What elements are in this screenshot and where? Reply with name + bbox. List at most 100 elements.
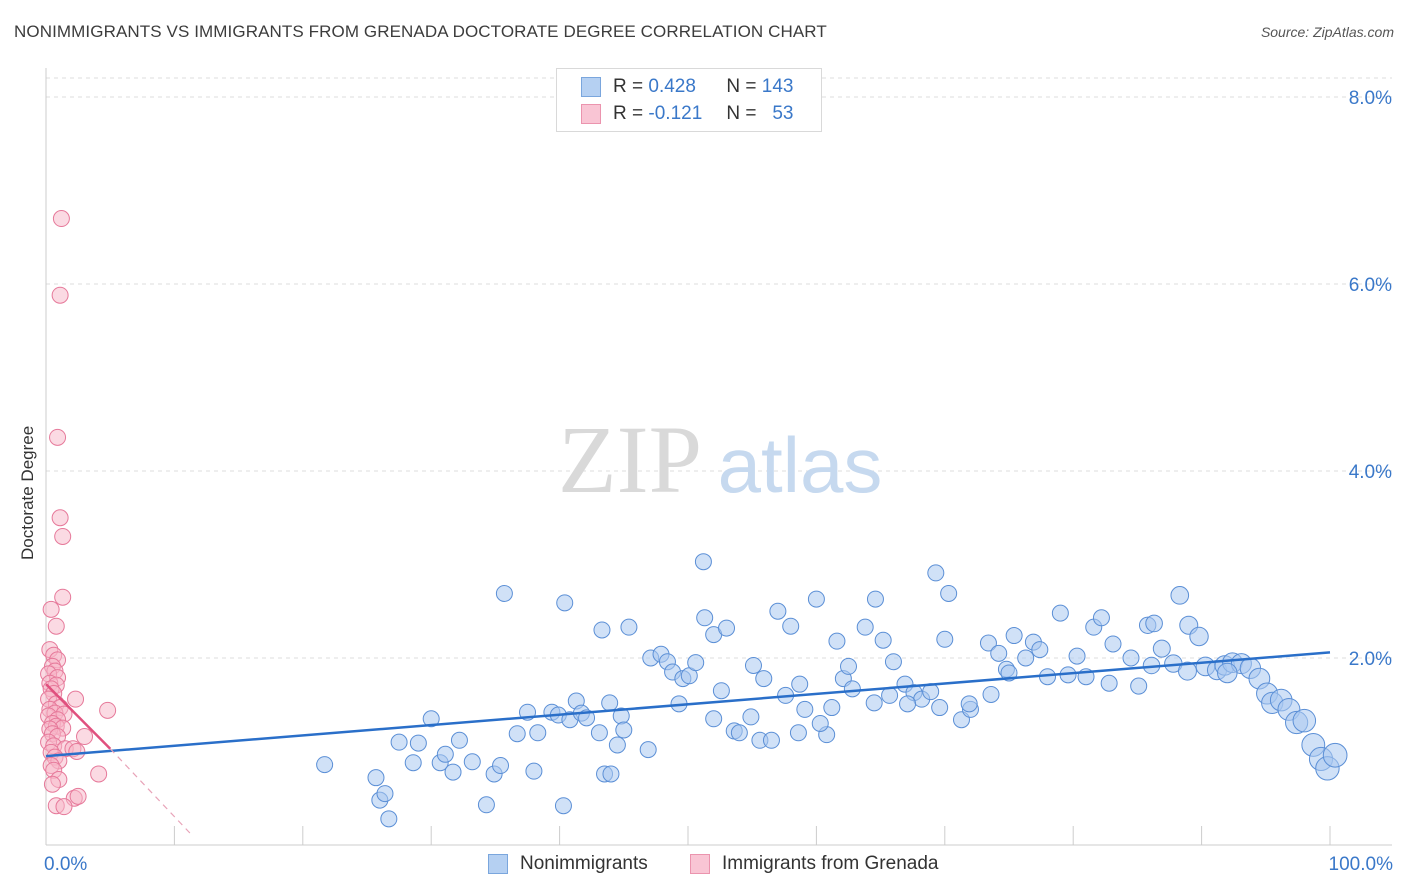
- grenada-point: [51, 509, 69, 527]
- y-axis-label: Doctorate Degree: [18, 425, 37, 560]
- nonimmigrant-point: [615, 721, 633, 739]
- x-tick-label-min: 0.0%: [44, 854, 87, 875]
- nonimmigrant-point: [843, 680, 861, 698]
- legend-grenada: Immigrants from Grenada: [690, 853, 938, 875]
- nonimmigrant-point: [390, 733, 408, 751]
- n-value: 143: [761, 76, 794, 97]
- grenada-point: [99, 701, 117, 719]
- r-value: 0.428: [648, 76, 696, 97]
- nonimmigrant-point: [927, 564, 945, 582]
- tick-labels: 2.0% 4.0% 6.0% 8.0% 0.0% 100.0%: [44, 88, 1393, 875]
- nonimmigrant-point: [1322, 742, 1348, 768]
- nonimmigrant-point: [525, 762, 543, 780]
- nonimmigrant-point: [529, 724, 547, 742]
- legend-row-grenada: R = -0.121 N = 53: [581, 102, 793, 126]
- watermark-atlas: atlas: [718, 421, 883, 509]
- nonimmigrant-point: [1217, 662, 1238, 684]
- nonimmigrant-point: [874, 631, 892, 649]
- nonimmigrant-point: [404, 754, 422, 772]
- nonimmigrant-point: [367, 769, 385, 787]
- nonimmigrant-point: [608, 736, 626, 754]
- watermark: ZIP atlas: [558, 406, 882, 513]
- x-tick-label-max: 100.0%: [1329, 854, 1394, 875]
- legend-nonimmigrants: Nonimmigrants: [488, 853, 648, 875]
- nonimmigrant-point: [769, 602, 787, 620]
- nonimmigrant-point: [931, 699, 949, 717]
- nonimmigrant-point: [1170, 586, 1190, 605]
- nonimmigrant-point: [436, 745, 454, 763]
- nonimmigrant-point: [492, 757, 510, 775]
- nonimmigrant-point: [495, 584, 513, 602]
- nonimmigrant-point: [990, 644, 1008, 662]
- y-tick-label: 2.0%: [1349, 649, 1392, 670]
- grenada-point: [42, 600, 60, 618]
- nonimmigrant-point: [856, 618, 874, 636]
- nonimmigrant-point: [694, 553, 712, 571]
- nonimmigrant-point: [409, 734, 427, 752]
- r-label: R =: [613, 103, 644, 124]
- grenada-point: [76, 728, 94, 746]
- nonimmigrant-point: [782, 617, 800, 635]
- grenada-trend-line: [45, 683, 112, 750]
- grenada-point: [51, 286, 69, 304]
- nonimmigrant-point: [811, 714, 829, 732]
- nonimmigrant-point: [742, 708, 760, 726]
- nonimmigrant-point: [881, 686, 899, 704]
- nonimmigrant-point: [789, 724, 807, 742]
- nonimmigrant-point: [1145, 614, 1163, 633]
- nonimmigrant-point: [718, 619, 736, 637]
- nonimmigrant-point: [712, 682, 730, 700]
- chart-title: NONIMMIGRANTS VS IMMIGRANTS FROM GRENADA…: [14, 22, 827, 41]
- grenada-point: [47, 617, 65, 635]
- nonimmigrant-point: [796, 700, 814, 718]
- nonimmigrant-point: [477, 796, 495, 814]
- grenada-point: [67, 690, 85, 708]
- nonimmigrant-point: [762, 731, 780, 749]
- nonimmigrant-point: [840, 657, 857, 675]
- nonimmigrant-point: [899, 695, 917, 713]
- nonimmigrant-point: [979, 634, 997, 652]
- nonimmigrant-point: [1005, 627, 1023, 645]
- nonimmigrant-point: [807, 590, 825, 608]
- grenada-point: [55, 798, 73, 816]
- nonimmigrant-point: [1178, 661, 1197, 681]
- nonimmigrant-point: [823, 699, 841, 717]
- nonimmigrant-point: [884, 653, 902, 671]
- nonimmigrant-point: [422, 710, 440, 728]
- nonimmigrant-point: [556, 594, 574, 612]
- nonimmigrant-point: [450, 731, 468, 749]
- nonimmigrant-point: [380, 810, 398, 828]
- nonimmigrant-point: [687, 654, 705, 672]
- grenada-trend-extension: [109, 748, 193, 837]
- grenada-point: [54, 588, 72, 606]
- nonimmigrant-point: [982, 685, 1000, 703]
- pink-swatch: [581, 104, 601, 124]
- nonimmigrant-point: [620, 618, 638, 636]
- nonimmigrant-point: [444, 763, 462, 781]
- nonimmigrant-point: [696, 609, 714, 627]
- pink-swatch: [690, 854, 710, 874]
- grenada-point: [90, 765, 108, 783]
- nonimmigrant-point: [463, 753, 481, 771]
- nonimmigrant-point: [601, 694, 619, 712]
- source-label: Source: ZipAtlas.com: [1260, 24, 1394, 40]
- legend-row-nonimmigrants: R = 0.428 N = 143: [581, 75, 793, 99]
- n-value: 53: [772, 103, 794, 124]
- nonimmigrant-point: [1092, 609, 1110, 627]
- nonimmigrant-point: [940, 584, 958, 602]
- nonimmigrant-point: [755, 670, 773, 688]
- nonimmigrant-point: [316, 756, 334, 774]
- nonimmigrant-point: [865, 694, 883, 712]
- trend-lines: [45, 651, 1331, 837]
- correlation-legend: R = 0.428 N = 143 R = -0.121 N = 53: [556, 68, 822, 132]
- nonimmigrant-point: [936, 630, 954, 648]
- nonimmigrant-point: [1068, 647, 1086, 665]
- nonimmigrant-point: [791, 675, 809, 693]
- nonimmigrant-point: [590, 724, 608, 742]
- nonimmigrant-point: [554, 797, 572, 815]
- series-nonimmigrants-points: [316, 553, 1348, 828]
- r-label: R =: [613, 76, 644, 97]
- watermark-zip: ZIP: [558, 406, 702, 513]
- nonimmigrant-point: [1189, 626, 1209, 647]
